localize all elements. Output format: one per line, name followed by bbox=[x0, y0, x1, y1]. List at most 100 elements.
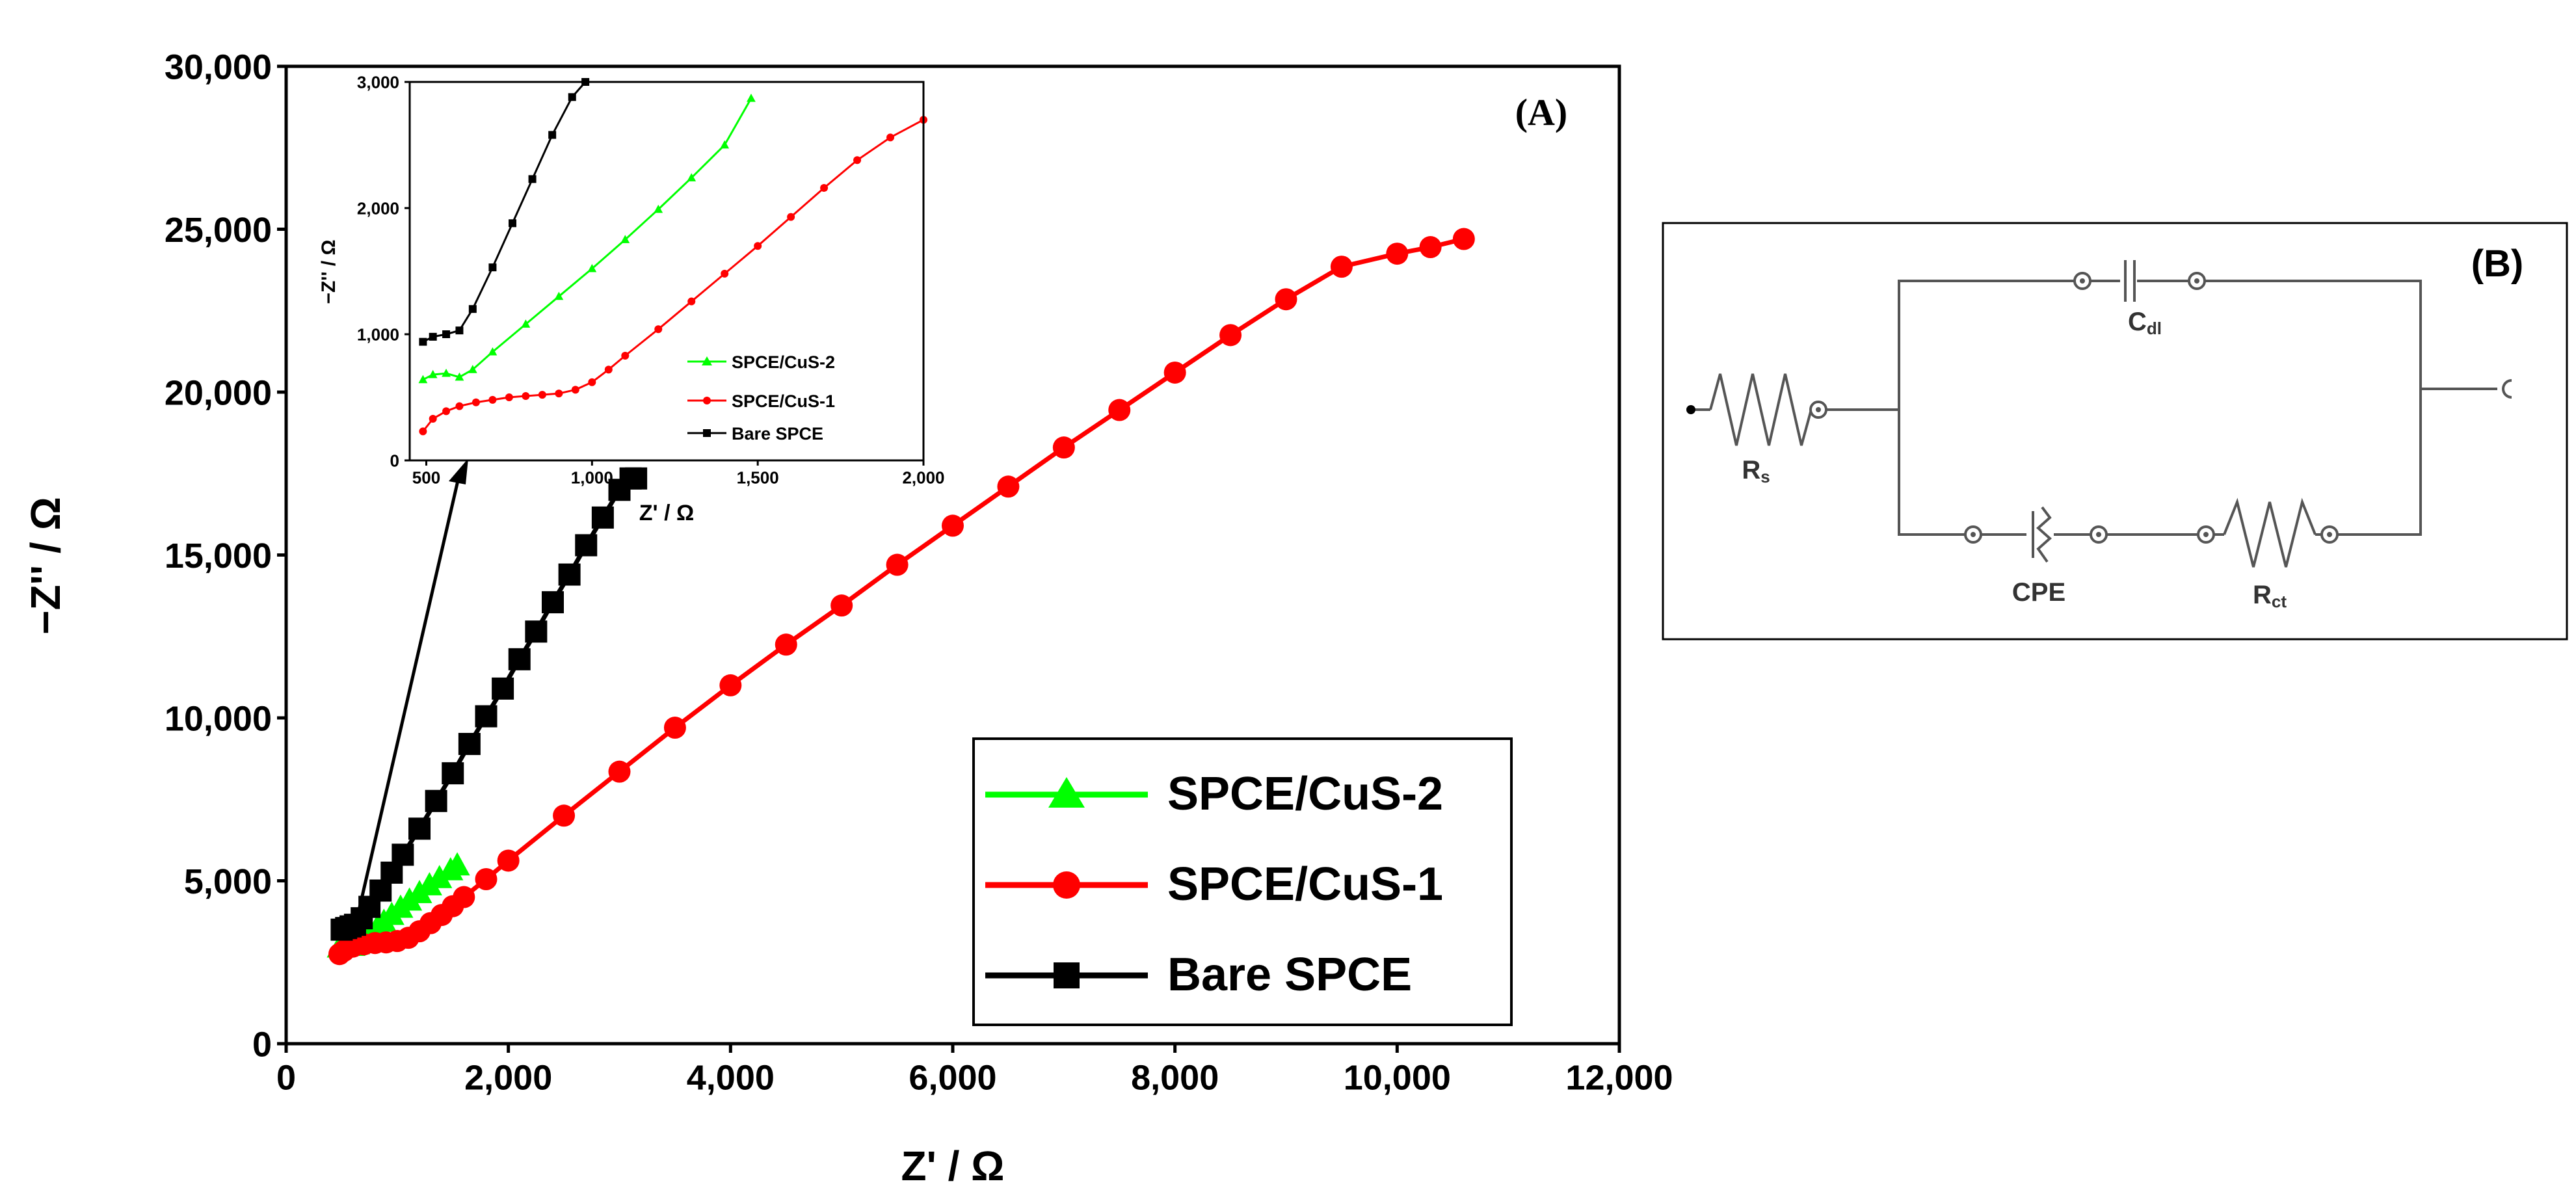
inset-point-bare-spce bbox=[548, 131, 557, 139]
inset-point-spce-cus-1 bbox=[604, 365, 613, 374]
inset-y-tick-label: 0 bbox=[390, 451, 399, 470]
main-point-spce-cus-1 bbox=[608, 760, 631, 783]
main-point-spce-cus-1 bbox=[497, 849, 520, 872]
inset-point-spce-cus-2 bbox=[488, 347, 498, 356]
inset-x-tick-label: 1,000 bbox=[571, 468, 613, 487]
main-point-bare-spce bbox=[591, 506, 614, 529]
panel-label-b: (B) bbox=[2471, 243, 2524, 285]
inset-point-spce-cus-1 bbox=[471, 398, 480, 406]
inset-legend: SPCE/CuS-2 SPCE/CuS-1 Bare SPCE bbox=[687, 352, 835, 443]
main-point-spce-cus-1 bbox=[475, 867, 498, 890]
inset-point-bare-spce bbox=[429, 332, 437, 341]
main-point-spce-cus-1 bbox=[1275, 288, 1297, 311]
main-x-tick-label: 6,000 bbox=[909, 1059, 996, 1098]
main-point-spce-cus-1 bbox=[453, 886, 475, 908]
inset-point-spce-cus-2 bbox=[620, 235, 630, 243]
circuit-wires bbox=[1694, 280, 2512, 568]
inset-point-spce-cus-1 bbox=[538, 391, 546, 399]
inset-point-spce-cus-1 bbox=[588, 378, 596, 386]
main-point-spce-cus-1 bbox=[830, 594, 853, 617]
inset-point-spce-cus-2 bbox=[747, 94, 756, 102]
main-y-ticks: 0 5,000 10,000 15,000 20,000 25,000 30,000 bbox=[165, 47, 286, 1064]
inset-legend-label-cus2: SPCE/CuS-2 bbox=[732, 352, 835, 372]
inset-x-tick-label: 1,500 bbox=[737, 468, 779, 487]
main-x-tick-label: 0 bbox=[276, 1059, 296, 1098]
inset-y-axis-label: −Z'' / Ω bbox=[318, 239, 339, 304]
rct-resistor-symbol bbox=[2223, 497, 2317, 568]
inset-point-spce-cus-1 bbox=[787, 213, 795, 221]
inset-legend-marker-cus2 bbox=[702, 356, 712, 365]
inset-point-spce-cus-2 bbox=[587, 263, 597, 272]
inset-y-tick-label: 2,000 bbox=[357, 198, 399, 218]
main-point-spce-cus-1 bbox=[1219, 324, 1242, 347]
main-x-tick-label: 8,000 bbox=[1131, 1059, 1219, 1098]
inset-point-spce-cus-2 bbox=[442, 368, 451, 377]
main-point-bare-spce bbox=[508, 648, 531, 670]
main-point-bare-spce bbox=[425, 789, 447, 812]
zoom-arrow bbox=[352, 458, 468, 931]
inset-point-spce-cus-2 bbox=[654, 204, 663, 213]
inset-point-bare-spce bbox=[455, 326, 464, 335]
inset-point-bare-spce bbox=[419, 337, 427, 346]
main-x-tick-label: 10,000 bbox=[1344, 1059, 1451, 1098]
inset-legend-label-bare: Bare SPCE bbox=[732, 424, 823, 443]
main-x-tick-label: 2,000 bbox=[464, 1059, 552, 1098]
main-point-spce-cus-1 bbox=[1419, 236, 1442, 259]
main-y-axis-label: −Z'' / Ω bbox=[22, 497, 69, 635]
main-point-spce-cus-1 bbox=[553, 804, 576, 827]
main-point-bare-spce bbox=[458, 733, 481, 756]
main-point-bare-spce bbox=[492, 677, 514, 700]
main-x-ticks: 0 2,000 4,000 6,000 8,000 10,000 12,000 bbox=[276, 1044, 1673, 1098]
inset-point-spce-cus-1 bbox=[621, 351, 630, 360]
main-point-spce-cus-1 bbox=[1108, 399, 1131, 421]
main-point-bare-spce bbox=[625, 467, 648, 490]
main-point-bare-spce bbox=[525, 620, 548, 643]
inset-point-spce-cus-1 bbox=[654, 325, 663, 334]
main-y-tick-label: 0 bbox=[252, 1025, 272, 1064]
inset-point-spce-cus-2 bbox=[418, 375, 428, 384]
main-x-tick-label: 12,000 bbox=[1565, 1059, 1673, 1098]
main-point-spce-cus-1 bbox=[997, 475, 1020, 498]
inset-point-spce-cus-1 bbox=[571, 386, 579, 394]
main-y-tick-label: 10,000 bbox=[165, 699, 272, 738]
main-point-spce-cus-1 bbox=[719, 674, 742, 696]
inset-x-tick-label: 500 bbox=[412, 468, 440, 487]
inset-point-spce-cus-2 bbox=[554, 291, 564, 300]
main-plot-marks bbox=[326, 228, 1475, 966]
main-point-bare-spce bbox=[558, 563, 581, 586]
inset-point-spce-cus-2 bbox=[687, 173, 697, 181]
inset-y-ticks: 0 1,000 2,000 3,000 bbox=[357, 72, 410, 470]
inset-point-spce-cus-2 bbox=[455, 372, 464, 381]
inset-point-spce-cus-1 bbox=[488, 395, 497, 404]
inset-point-bare-spce bbox=[528, 175, 537, 183]
main-point-spce-cus-1 bbox=[1052, 436, 1075, 459]
main-point-spce-cus-1 bbox=[1452, 228, 1475, 250]
inset-point-spce-cus-1 bbox=[429, 414, 437, 423]
inset-point-spce-cus-1 bbox=[442, 407, 451, 416]
main-point-spce-cus-1 bbox=[886, 553, 909, 576]
inset-plot-frame bbox=[408, 81, 925, 462]
label-cpe: CPE bbox=[2012, 578, 2065, 607]
inset-point-bare-spce bbox=[468, 305, 477, 313]
main-point-bare-spce bbox=[475, 705, 498, 728]
equivalent-circuit: (B) bbox=[1662, 222, 2568, 641]
inset-point-bare-spce bbox=[488, 263, 497, 272]
inset-plot: 500 1,000 1,500 2,000 0 1,000 2,000 3,000 Z' /… bbox=[318, 72, 945, 525]
main-y-tick-label: 15,000 bbox=[165, 536, 272, 575]
inset-plot-marks bbox=[418, 78, 927, 436]
inset-x-ticks: 500 1,000 1,500 2,000 bbox=[412, 460, 945, 487]
inset-point-spce-cus-1 bbox=[820, 183, 829, 192]
main-point-spce-cus-1 bbox=[1386, 243, 1409, 265]
inset-point-spce-cus-1 bbox=[555, 390, 563, 398]
inset-background bbox=[410, 82, 923, 460]
legend-marker-cus1 bbox=[1053, 871, 1080, 899]
main-plot: 0 2,000 4,000 6,000 8,000 10,000 12,000 0 5,000… bbox=[22, 47, 1673, 1189]
main-point-bare-spce bbox=[408, 817, 431, 840]
main-y-tick-label: 25,000 bbox=[165, 211, 272, 250]
legend-label-bare: Bare SPCE bbox=[1167, 949, 1412, 1001]
main-point-spce-cus-1 bbox=[1330, 256, 1353, 278]
main-point-spce-cus-2 bbox=[427, 865, 453, 888]
rs-resistor-symbol bbox=[1709, 373, 1812, 446]
inset-point-spce-cus-2 bbox=[720, 140, 730, 149]
main-point-bare-spce bbox=[442, 762, 464, 785]
